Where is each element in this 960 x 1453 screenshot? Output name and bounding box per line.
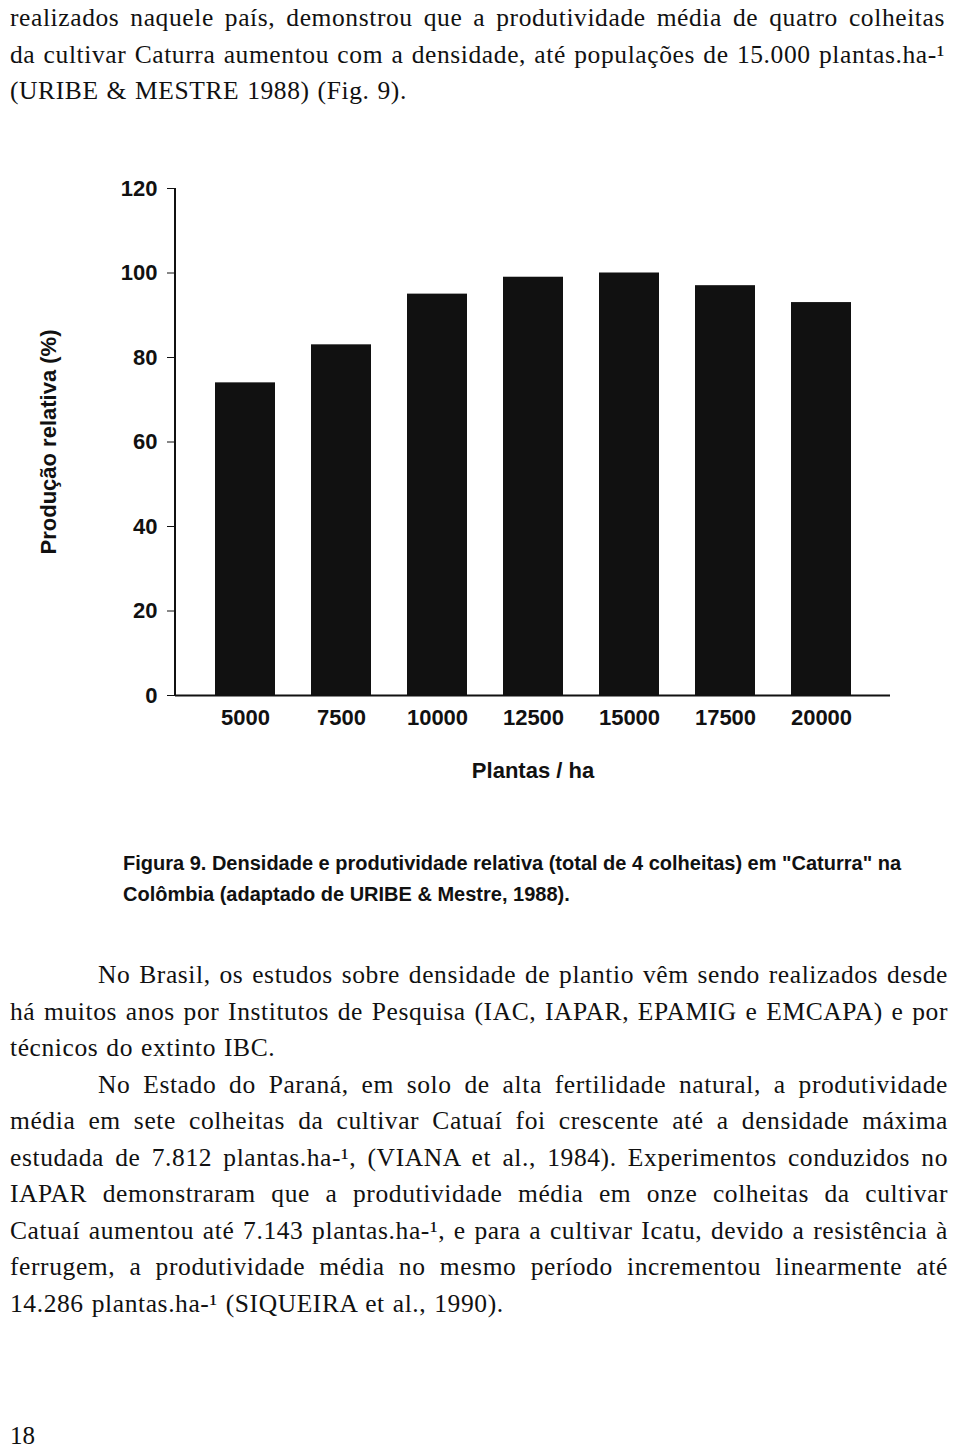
html-text:18: 18: [10, 1422, 35, 1449]
html-text:No Estado do Paraná, em solo d: No Estado do Paraná, em solo de alta fer…: [10, 1069, 948, 1318]
svg-text:0: 0: [145, 683, 157, 708]
svg-text:20000: 20000: [791, 705, 852, 730]
svg-text:80: 80: [133, 345, 157, 370]
html-text:Figura 9. Densidade e produtiv: Figura 9. Densidade e produtividade rela…: [123, 852, 902, 905]
svg-text:60: 60: [133, 429, 157, 454]
svg-text:17500: 17500: [695, 705, 756, 730]
svg-text:15000: 15000: [599, 705, 660, 730]
svg-text:120: 120: [121, 176, 158, 201]
svg-text:12500: 12500: [503, 705, 564, 730]
svg-text:Plantas / ha: Plantas / ha: [472, 758, 595, 783]
html-text:realizados naquele país, demon: realizados naquele país, demonstrou que …: [10, 3, 945, 105]
svg-text:100: 100: [121, 260, 158, 285]
svg-text:Produção relativa (%): Produção relativa (%): [36, 330, 61, 555]
svg-text:40: 40: [133, 514, 157, 539]
svg-text:7500: 7500: [317, 705, 366, 730]
svg-text:5000: 5000: [221, 705, 270, 730]
svg-text:20: 20: [133, 598, 157, 623]
svg-text:10000: 10000: [407, 705, 468, 730]
html-text:No Brasil, os estudos sobre de: No Brasil, os estudos sobre densidade de…: [10, 960, 948, 1062]
